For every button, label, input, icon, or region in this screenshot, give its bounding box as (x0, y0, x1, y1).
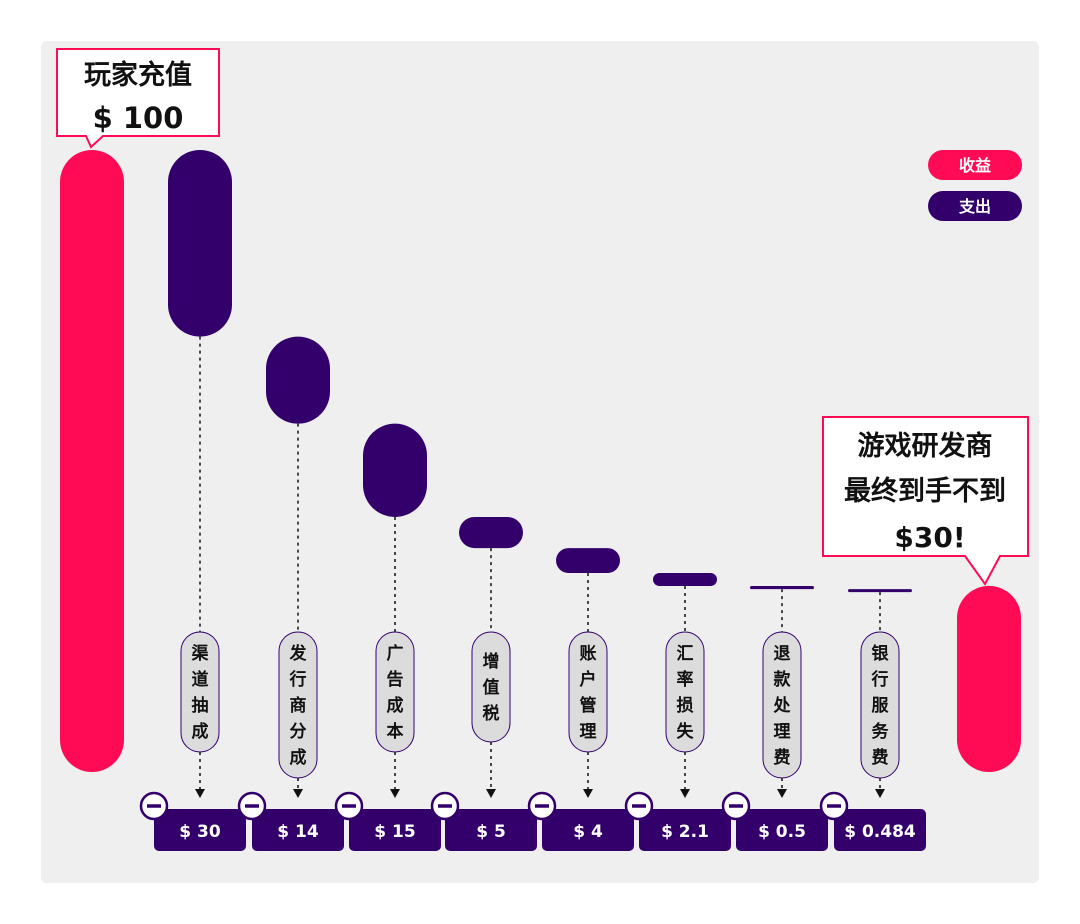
value-label-7: $ 0.5 (758, 822, 806, 842)
arrow-head-6 (680, 789, 690, 798)
minus-icon-4 (438, 804, 452, 808)
category-label-1-char-3: 抽 (192, 695, 209, 716)
start-callout-title: 玩家充值 (84, 59, 192, 91)
value-box-7 (736, 809, 828, 851)
arrow-head-7 (777, 789, 787, 798)
expense-bar-3 (363, 423, 427, 517)
value-box-5 (542, 809, 634, 851)
minus-icon-6 (632, 804, 646, 808)
category-label-6-char-1: 汇 (677, 644, 694, 664)
category-label-3-char-1: 广 (387, 643, 404, 664)
category-label-1-char-2: 道 (192, 669, 209, 690)
legend-expense-swatch (928, 191, 1022, 221)
value-label-1: $ 30 (179, 822, 221, 842)
end-callout-line1: 游戏研发商 (858, 430, 993, 462)
minus-icon-3 (342, 804, 356, 808)
value-label-6: $ 2.1 (661, 822, 709, 842)
end-callout-line2: 最终到手不到 (844, 475, 1006, 507)
arrow-head-3 (390, 789, 400, 798)
category-label-8-char-2: 行 (871, 669, 889, 690)
arrow-head-5 (583, 789, 593, 798)
value-label-5: $ 4 (573, 822, 603, 842)
category-label-2-char-4: 分 (290, 722, 307, 742)
legend: 收益 支出 (928, 150, 1022, 221)
category-label-7-char-1: 退 (774, 644, 791, 664)
category-label-8-char-4: 务 (872, 721, 890, 742)
category-label-6-char-3: 损 (677, 695, 694, 716)
category-label-7-char-5: 费 (774, 747, 791, 768)
legend-income-label: 收益 (959, 156, 991, 175)
expense-bar-8 (848, 589, 912, 593)
category-label-7-char-4: 理 (774, 722, 791, 742)
minus-icon-2 (245, 804, 259, 808)
end-callout-line3: $30! (894, 521, 965, 554)
minus-icon-5 (535, 804, 549, 808)
arrow-head-8 (875, 789, 885, 798)
category-label-4-char-1: 增 (483, 651, 500, 672)
value-label-4: $ 5 (476, 822, 506, 842)
start-bar (60, 150, 124, 772)
arrow-head-4 (486, 789, 496, 798)
arrow-head-1 (195, 789, 205, 798)
expense-bar-5 (556, 548, 620, 573)
category-label-5-char-3: 管 (580, 695, 597, 716)
end-callout: 游戏研发商 最终到手不到 $30! (822, 416, 1029, 586)
legend-expense-label: 支出 (958, 197, 991, 216)
category-label-3-char-3: 成 (387, 695, 404, 716)
start-callout: 玩家充值 $ 100 (56, 48, 220, 149)
expense-bar-2 (266, 336, 330, 424)
value-label-2: $ 14 (277, 822, 319, 842)
expense-bar-1 (168, 150, 232, 337)
category-label-2-char-5: 成 (290, 747, 307, 768)
category-label-8-char-5: 费 (872, 747, 889, 768)
category-label-7-char-2: 款 (774, 669, 792, 690)
value-label-3: $ 15 (374, 822, 415, 842)
category-label-4-char-2: 值 (483, 677, 500, 698)
category-label-5-char-1: 账 (580, 644, 597, 664)
category-label-5-char-4: 理 (580, 722, 597, 742)
category-label-1-char-4: 成 (192, 721, 209, 742)
start-callout-value: $ 100 (93, 101, 184, 135)
category-label-6-char-2: 率 (677, 669, 694, 690)
minus-icon-1 (147, 804, 161, 808)
category-label-5-char-2: 户 (580, 669, 597, 690)
value-label-8: $ 0.484 (844, 822, 916, 842)
value-box-8 (834, 809, 926, 851)
value-box-3 (349, 809, 441, 851)
category-label-2-char-2: 行 (289, 669, 307, 690)
category-label-7-char-3: 处 (773, 695, 792, 716)
expense-bar-7 (750, 586, 814, 590)
category-label-4-char-3: 税 (483, 703, 500, 724)
category-label-8-char-1: 银 (872, 643, 890, 664)
category-label-2-char-3: 商 (290, 695, 307, 716)
category-label-8-char-3: 服 (872, 696, 890, 716)
end-bar (957, 585, 1021, 772)
expense-bar-6 (653, 572, 717, 587)
category-label-1-char-1: 渠 (191, 643, 210, 664)
category-label-6-char-4: 失 (677, 721, 695, 742)
value-box-4 (445, 809, 537, 851)
value-box-2 (252, 809, 344, 851)
minus-icon-8 (827, 804, 841, 808)
value-box-1 (154, 809, 246, 851)
category-label-3-char-4: 本 (387, 721, 404, 742)
start-callout-box (56, 48, 220, 149)
value-box-6 (639, 809, 731, 851)
end-callout-box (822, 416, 1029, 586)
arrow-head-2 (293, 789, 303, 798)
legend-income-swatch (928, 150, 1022, 180)
expense-bar-4 (459, 516, 523, 549)
minus-icon-7 (729, 804, 743, 808)
category-label-2-char-1: 发 (289, 643, 308, 664)
category-label-3-char-2: 告 (387, 669, 404, 690)
